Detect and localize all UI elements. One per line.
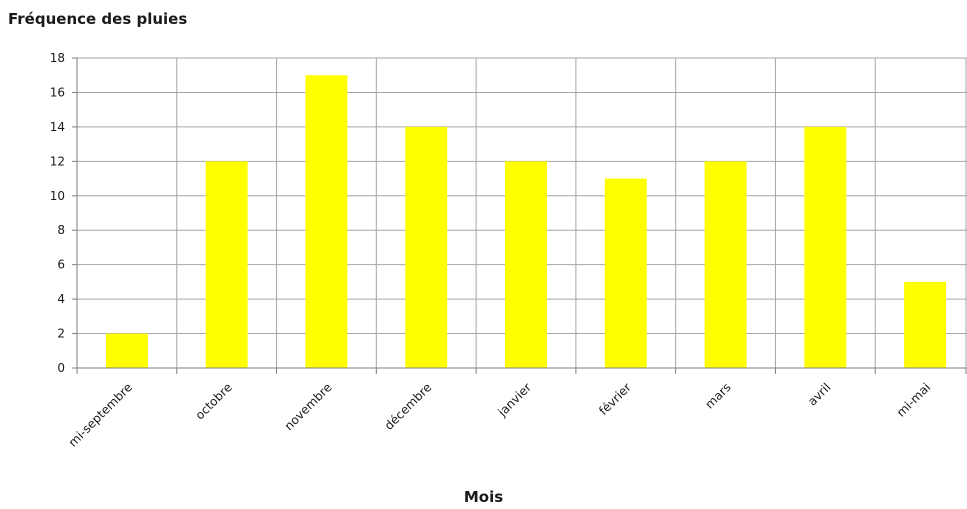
y-tick-label: 2 — [57, 327, 65, 341]
x-tick-label: mars — [702, 380, 733, 411]
y-tick-label: 0 — [57, 361, 65, 375]
y-tick-label: 10 — [50, 189, 65, 203]
y-tick-label: 18 — [50, 51, 65, 65]
x-tick-label: février — [596, 380, 634, 418]
bar — [205, 161, 248, 368]
bar — [405, 126, 448, 368]
bar — [604, 178, 647, 368]
x-tick-label: avril — [805, 380, 833, 408]
y-tick-label: 4 — [57, 292, 65, 306]
bar — [305, 75, 348, 368]
label-layer: 0 2 4 6 8 10 12 14 16 18 mi-septembre octobre novemb… — [50, 51, 934, 450]
x-tick-label: novembre — [282, 380, 335, 433]
y-tick-label: 12 — [50, 154, 65, 168]
y-tick-label: 6 — [57, 258, 65, 272]
x-tick-label: mi-septembre — [66, 380, 135, 449]
y-tick-label: 8 — [57, 223, 65, 237]
y-tick-label: 16 — [50, 85, 65, 99]
bar — [704, 161, 747, 368]
bar — [804, 126, 847, 368]
chart-title: Fréquence des pluies — [8, 10, 188, 28]
x-tick-label: mi-mai — [894, 380, 933, 419]
bar — [505, 161, 547, 368]
bar — [105, 333, 148, 368]
bar-layer — [105, 75, 947, 368]
y-tick-label: 14 — [50, 120, 65, 134]
x-tick-label: décembre — [382, 380, 435, 433]
x-tick-label: octobre — [193, 380, 235, 422]
bar — [904, 281, 947, 368]
axis-layer — [72, 57, 967, 374]
x-axis-title: Mois — [463, 488, 504, 506]
x-tick-label: janvier — [494, 380, 534, 420]
